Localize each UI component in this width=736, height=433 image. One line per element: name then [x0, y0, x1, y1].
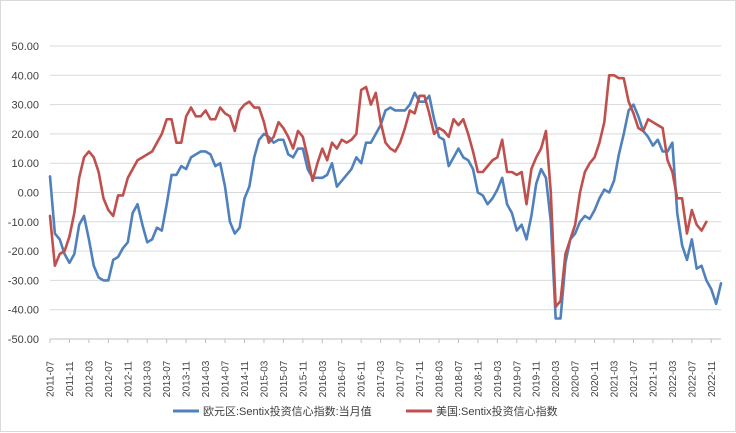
x-tick-label: 2017-11 — [415, 361, 426, 397]
y-tick-label: -20.00 — [8, 246, 39, 258]
x-tick-label: 2018-03 — [434, 360, 445, 397]
x-tick-label: 2016-11 — [357, 361, 368, 397]
x-tick-label: 2012-07 — [104, 360, 115, 397]
x-tick-label: 2013-03 — [143, 360, 154, 397]
gridlines — [50, 45, 721, 340]
x-tick-label: 2017-07 — [396, 360, 407, 397]
x-tick-label: 2020-07 — [571, 360, 582, 397]
x-tick-label: 2018-07 — [454, 360, 465, 397]
legend-label-2: 美国:Sentix投资信心指数 — [436, 404, 558, 418]
legend: 欧元区:Sentix投资信心指数:当月值 美国:Sentix投资信心指数 — [173, 404, 558, 418]
x-tick-label: 2012-11 — [123, 361, 134, 397]
x-tick-label: 2021-11 — [648, 361, 659, 397]
x-tick-label: 2014-03 — [201, 360, 212, 397]
x-tick-label: 2022-03 — [668, 360, 679, 397]
x-tick-label: 2021-07 — [629, 360, 640, 397]
y-tick-label: 0.00 — [18, 188, 39, 200]
series-lines — [48, 74, 723, 320]
x-tick-label: 2013-07 — [162, 360, 173, 397]
y-tick-label: -40.00 — [8, 305, 39, 317]
x-tick-label: 2014-07 — [221, 360, 232, 397]
y-tick-label: 50.00 — [11, 41, 39, 53]
x-tick-label: 2015-11 — [298, 361, 309, 397]
x-tick-label: 2022-07 — [687, 360, 698, 397]
x-tick-label: 2015-07 — [279, 360, 290, 397]
x-tick-label: 2014-11 — [240, 361, 251, 397]
x-tick-label: 2019-11 — [532, 361, 543, 397]
x-tick-label: 2020-11 — [590, 361, 601, 397]
y-tick-label: 20.00 — [11, 129, 39, 141]
y-tick-label: -30.00 — [8, 275, 39, 287]
y-tick-label: -10.00 — [8, 217, 39, 229]
x-tick-label: 2017-03 — [376, 360, 387, 397]
y-tick-label: 40.00 — [11, 70, 39, 82]
x-tick-label: 2016-07 — [337, 360, 348, 397]
x-tick-label: 2011-07 — [46, 361, 57, 397]
y-tick-label: 30.00 — [11, 100, 39, 112]
x-tick-label: 2020-03 — [551, 360, 562, 397]
x-tick-label: 2019-07 — [512, 360, 523, 397]
series-line-2 — [48, 74, 708, 309]
x-tick-label: 2021-03 — [610, 360, 621, 397]
y-tick-label: 10.00 — [11, 158, 39, 170]
x-tick-label: 2018-11 — [473, 361, 484, 397]
series-line-1 — [48, 91, 723, 320]
x-tick-label: 2013-11 — [182, 361, 193, 397]
x-axis: 2011-07 2011-11 2012-03 2012-07 2012-11 2013-… — [46, 338, 721, 397]
y-tick-label: -50.00 — [8, 334, 39, 346]
y-axis-labels: 50.00 40.00 30.00 20.00 10.00 0.00 -10.00 -20.0… — [8, 41, 39, 346]
x-tick-label: 2011-11 — [65, 361, 76, 397]
x-tick-label: 2012-03 — [84, 360, 95, 397]
legend-label-1: 欧元区:Sentix投资信心指数:当月值 — [203, 404, 372, 418]
x-tick-label: 2016-03 — [318, 360, 329, 397]
x-tick-label: 2019-03 — [493, 360, 504, 397]
x-tick-label: 2022-11 — [707, 361, 718, 397]
x-tick-label: 2015-03 — [259, 360, 270, 397]
